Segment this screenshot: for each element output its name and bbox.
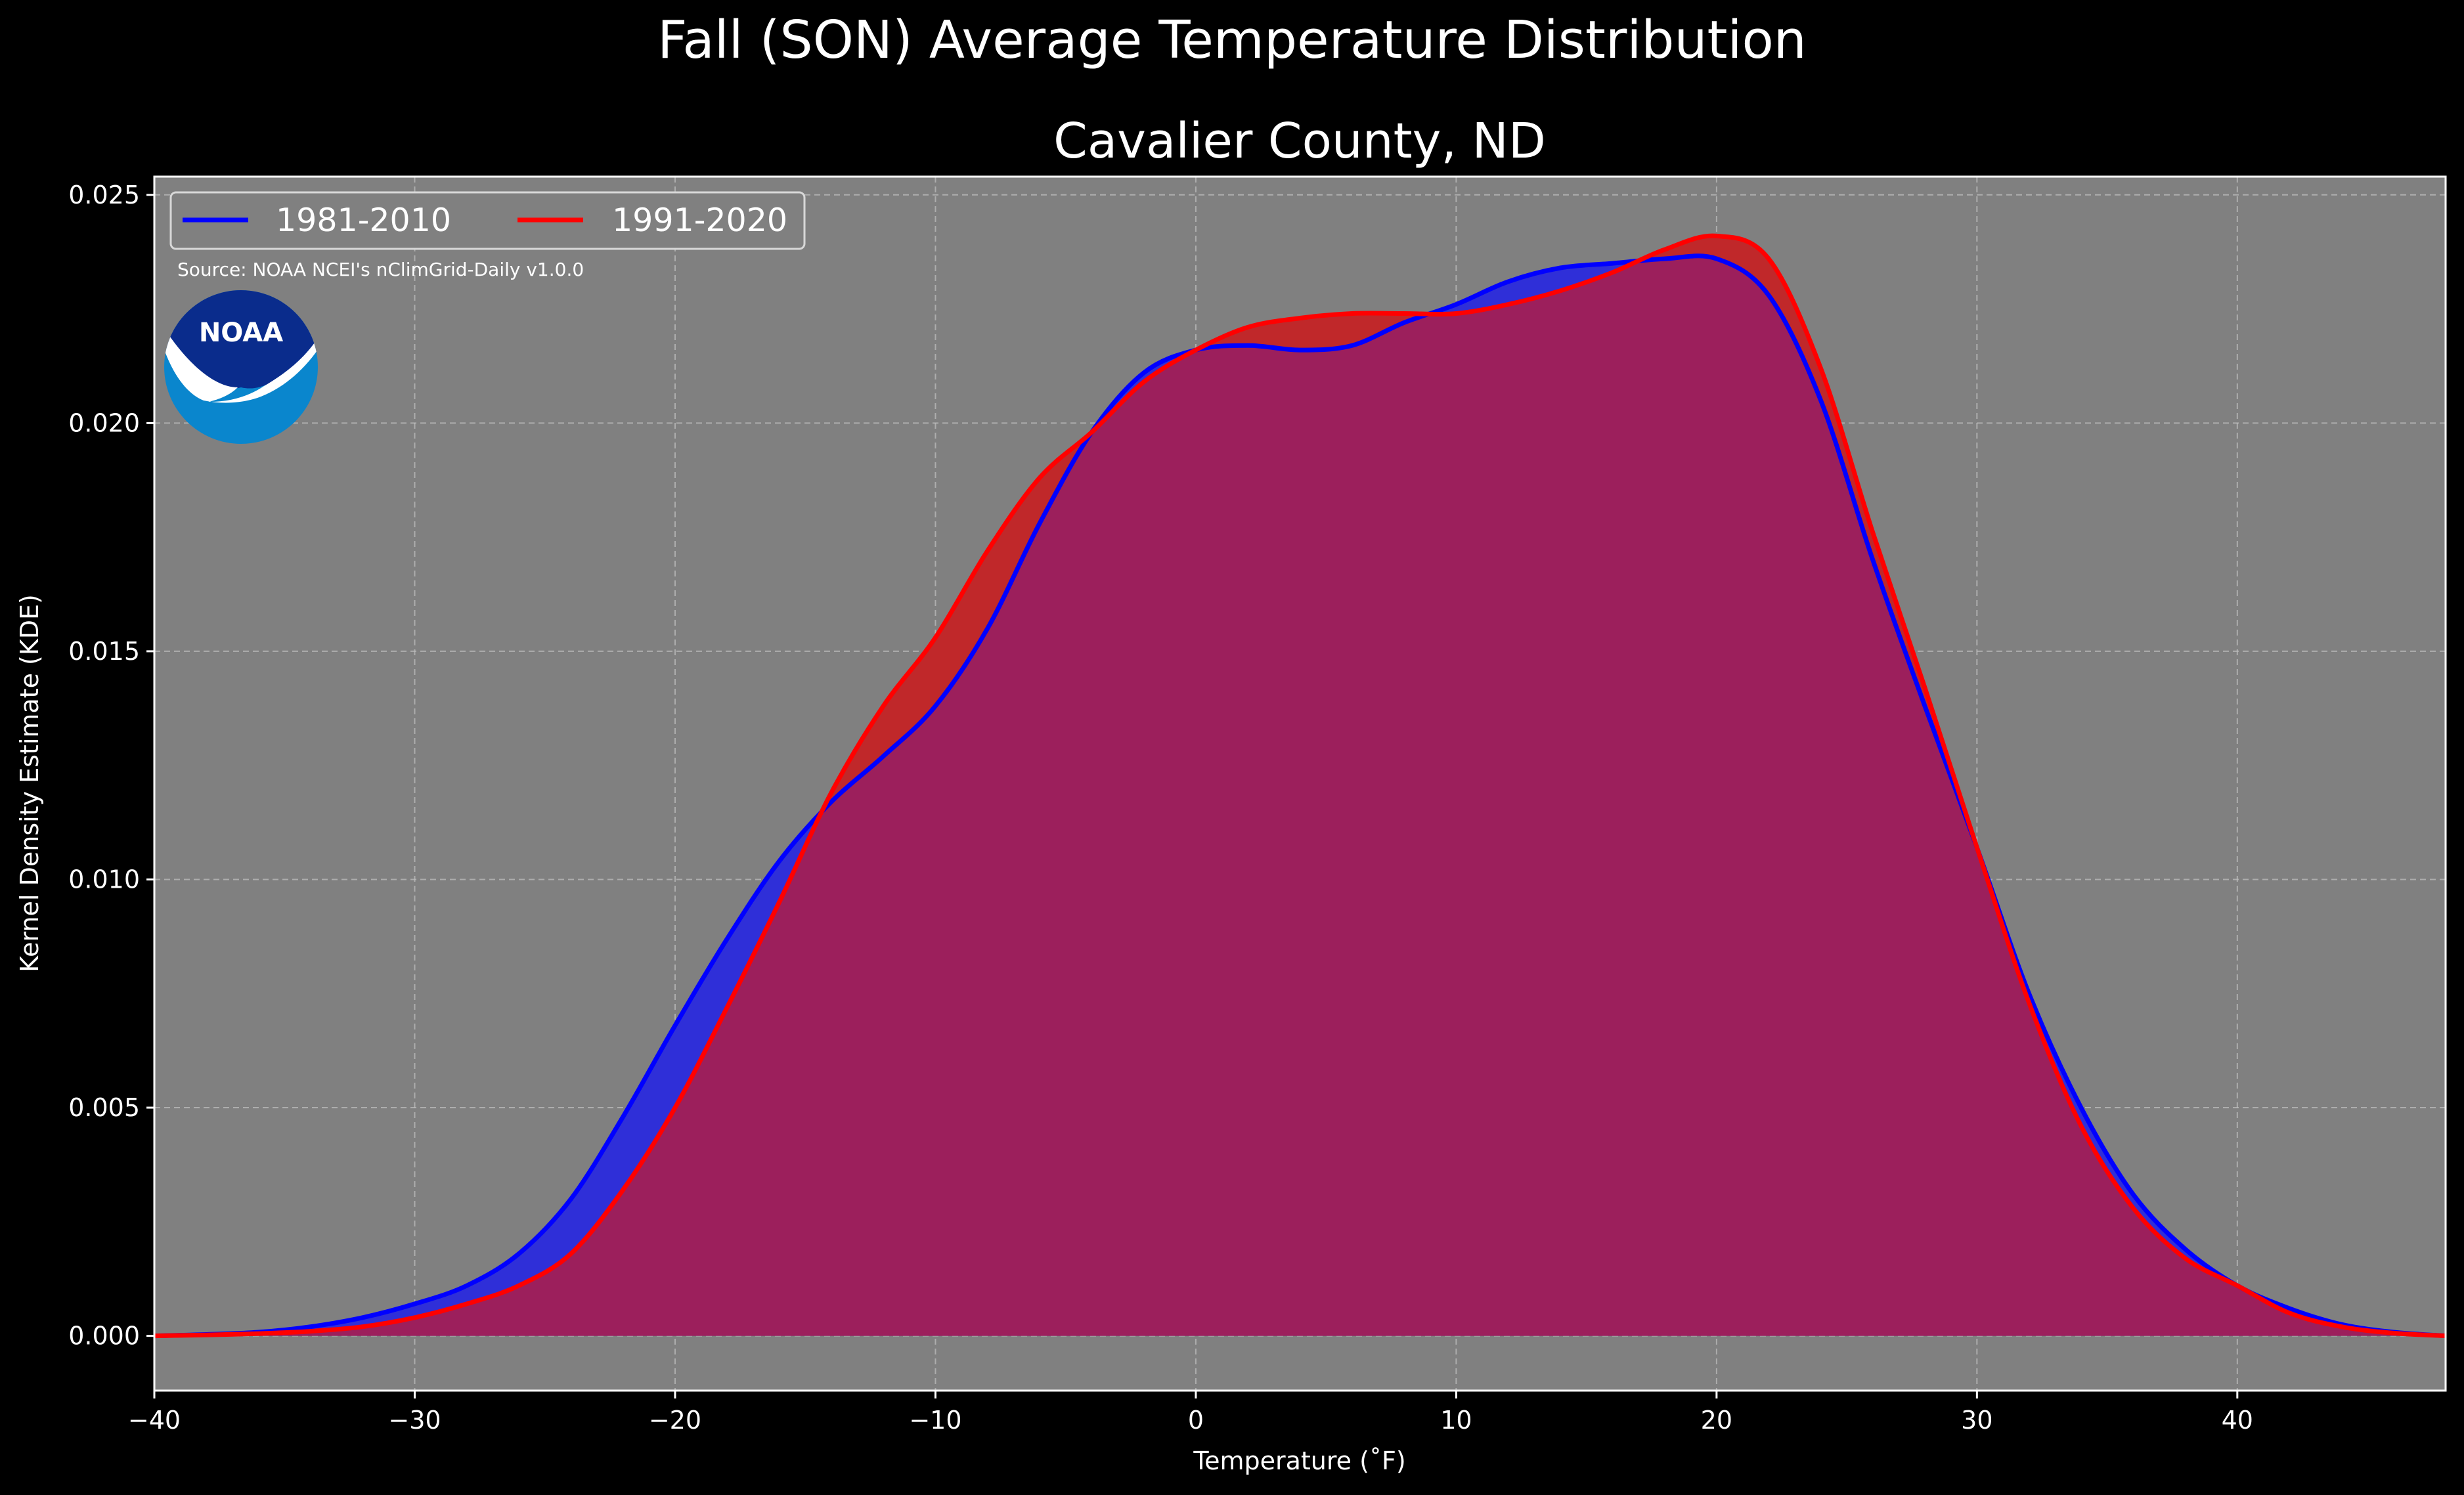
noaa-logo: NOAA bbox=[164, 290, 318, 444]
y-tick-label: 0.005 bbox=[68, 1093, 140, 1122]
x-axis-label: Temperature (˚F) bbox=[1193, 1446, 1405, 1475]
source-note: Source: NOAA NCEI's nClimGrid-Daily v1.0… bbox=[177, 259, 584, 280]
x-tick-label: 40 bbox=[2222, 1406, 2253, 1435]
y-tick-label: 0.010 bbox=[68, 865, 140, 894]
x-tick-label: −40 bbox=[128, 1406, 181, 1435]
y-tick-label: 0.000 bbox=[68, 1322, 140, 1351]
y-axis-ticks: 0.000 0.005 0.010 0.015 0.020 0.025 bbox=[68, 181, 154, 1351]
x-axis-ticks: −40 −30 −20 −10 0 10 20 30 40 bbox=[128, 1391, 2253, 1435]
y-tick-label: 0.020 bbox=[68, 408, 140, 437]
x-tick-label: −10 bbox=[909, 1406, 961, 1435]
x-tick-label: −20 bbox=[649, 1406, 701, 1435]
y-axis-label: Kernel Density Estimate (KDE) bbox=[15, 594, 44, 972]
figure-suptitle: Fall (SON) Average Temperature Distribut… bbox=[657, 10, 1807, 70]
plot-frame bbox=[153, 175, 2447, 1392]
noaa-logo-gull bbox=[164, 328, 318, 403]
chart-title: Cavalier County, ND bbox=[1053, 113, 1546, 169]
line-1991-2020 bbox=[154, 233, 2446, 1339]
legend: 1981-2010 1991-2020 bbox=[169, 191, 806, 250]
legend-box bbox=[169, 191, 806, 250]
y-tick-label: 0.015 bbox=[68, 637, 140, 666]
line-1981-2010 bbox=[154, 253, 2446, 1339]
legend-label-1981-2010: 1981-2010 bbox=[276, 202, 451, 239]
x-tick-label: 10 bbox=[1440, 1406, 1472, 1435]
x-tick-label: 20 bbox=[1701, 1406, 1732, 1435]
legend-label-1991-2020: 1991-2020 bbox=[612, 202, 787, 239]
noaa-logo-sky bbox=[164, 290, 318, 389]
x-tick-label: 0 bbox=[1188, 1406, 1204, 1435]
density-fills bbox=[154, 233, 2446, 1339]
fill-overlap bbox=[154, 255, 2446, 1336]
x-tick-label: −30 bbox=[388, 1406, 441, 1435]
x-tick-label: 30 bbox=[1961, 1406, 1992, 1435]
y-tick-label: 0.025 bbox=[68, 181, 140, 209]
noaa-logo-text: NOAA bbox=[199, 318, 283, 348]
